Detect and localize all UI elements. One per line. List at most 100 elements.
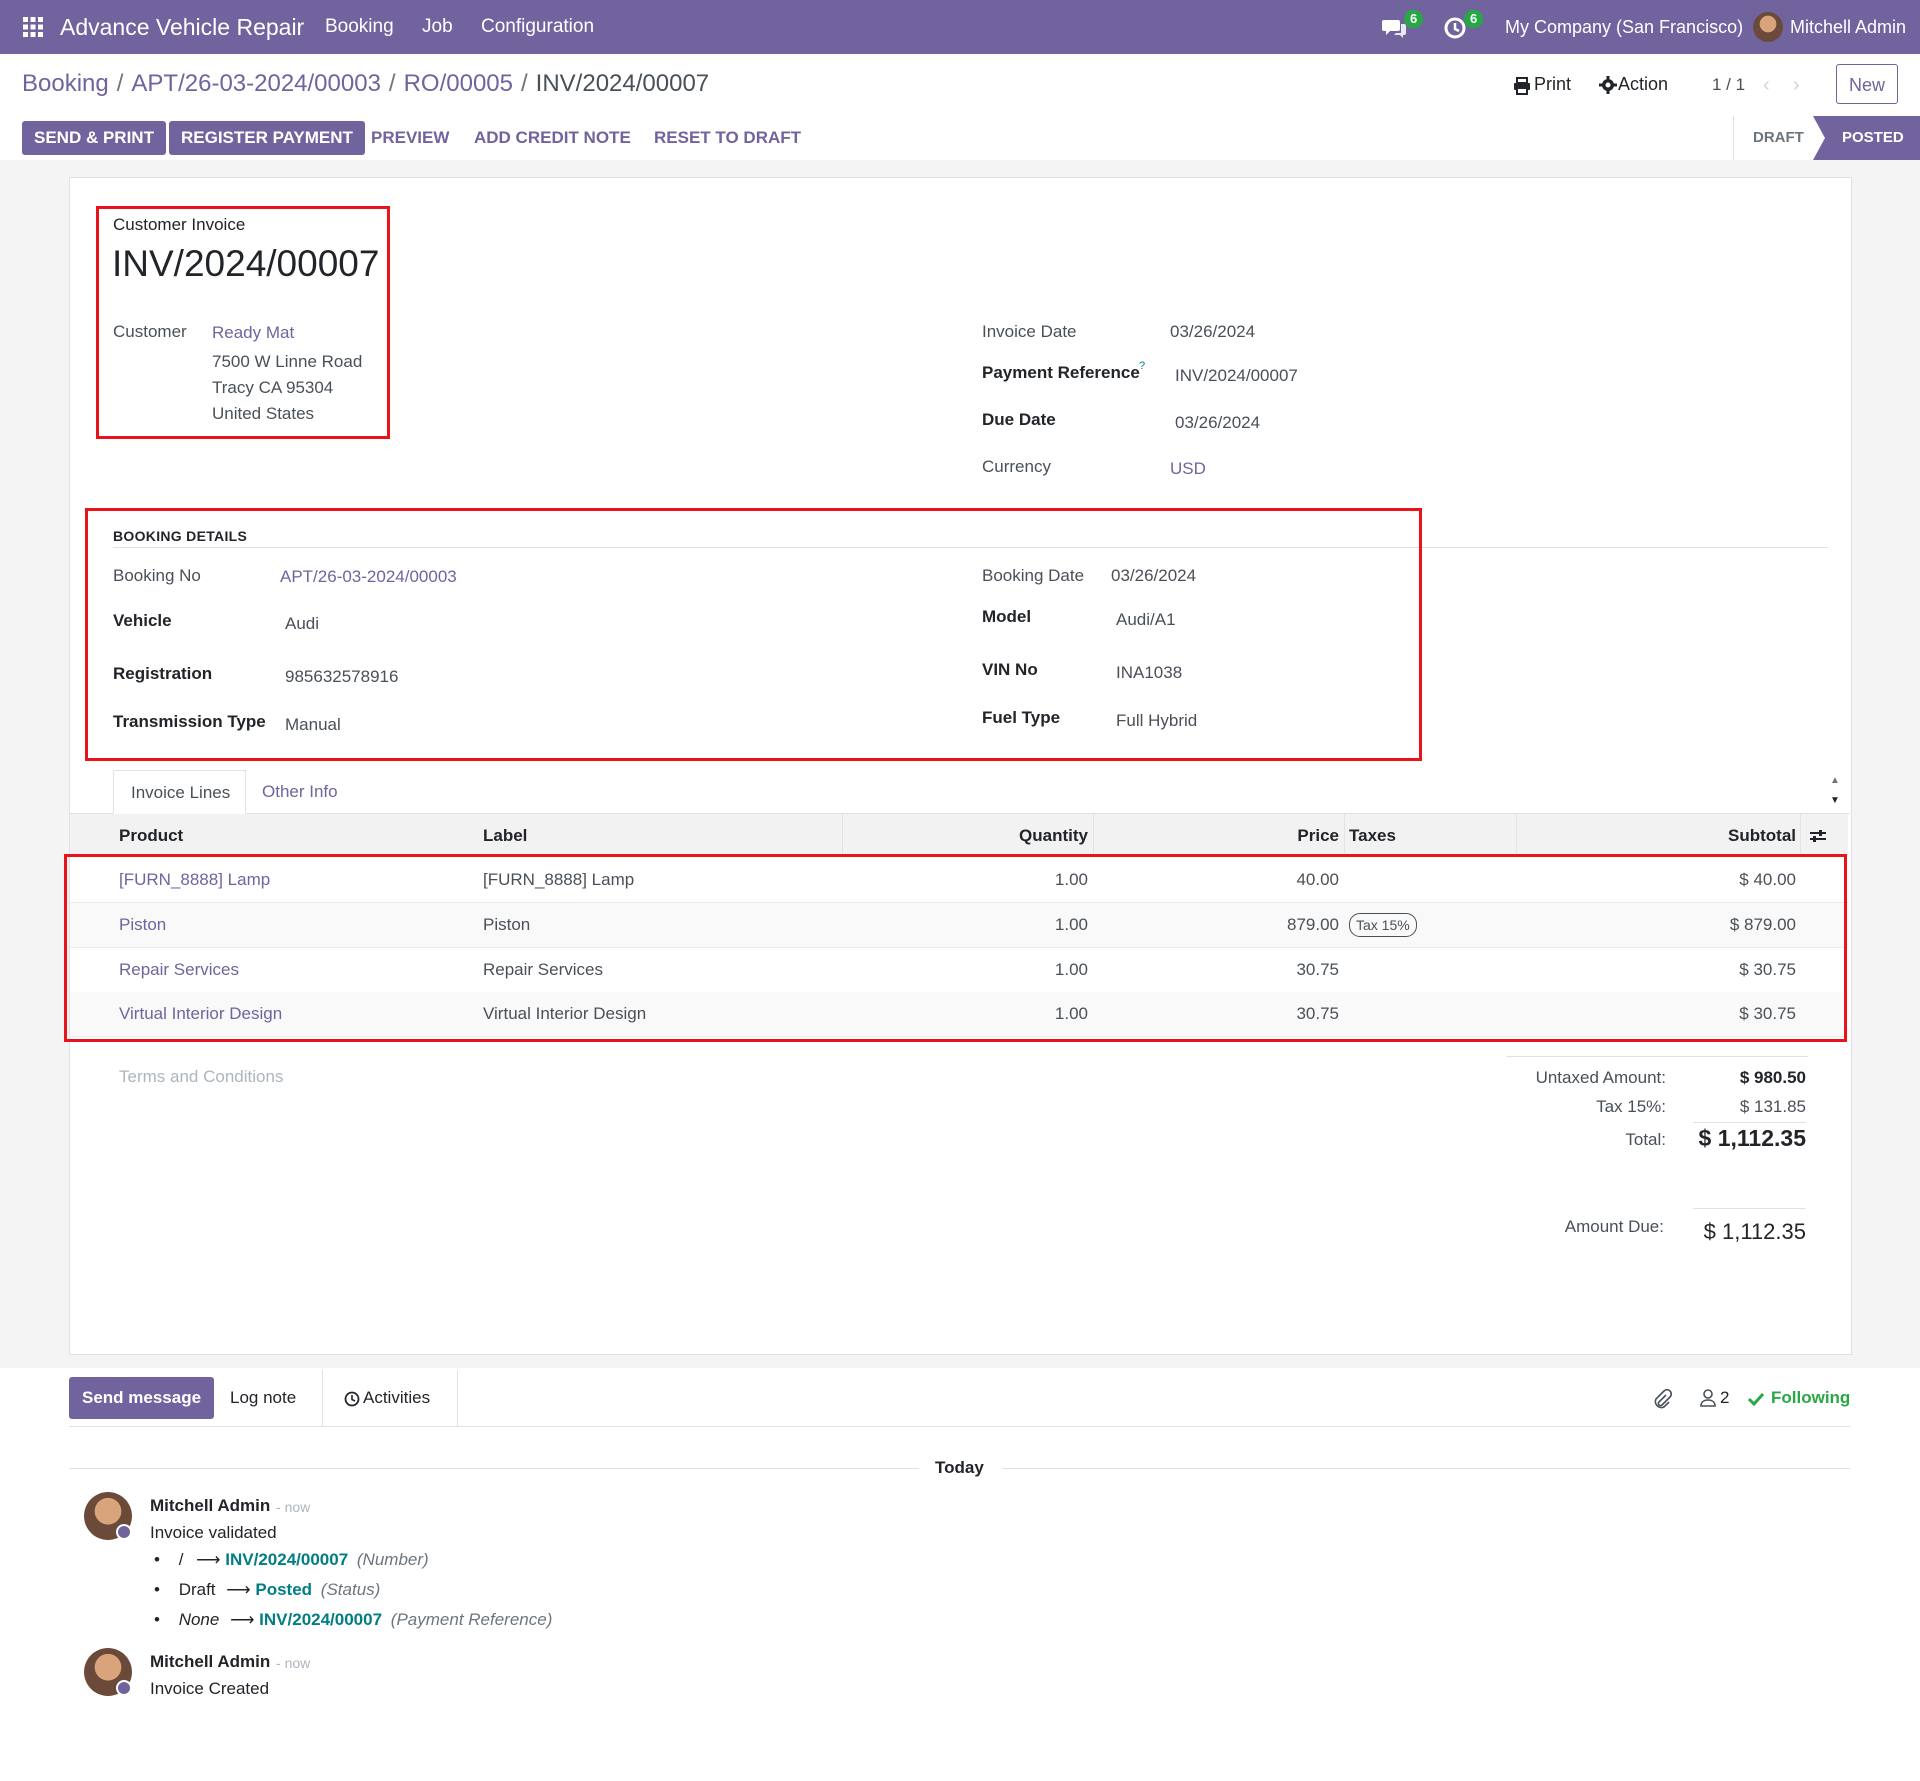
register-payment-button[interactable]: REGISTER PAYMENT	[169, 121, 365, 155]
vin-label: VIN No	[982, 660, 1038, 679]
clock-icon	[344, 1391, 360, 1407]
add-credit-note-button[interactable]: ADD CREDIT NOTE	[474, 128, 631, 147]
untaxed-amount-value: $ 980.50	[1739, 1068, 1806, 1087]
tab-invoice-lines[interactable]: Invoice Lines	[113, 770, 246, 814]
breadcrumb-booking[interactable]: Booking	[22, 70, 109, 97]
currency-label: Currency	[982, 457, 1051, 476]
payment-reference-value[interactable]: INV/2024/00007	[1175, 366, 1298, 385]
user-avatar[interactable]	[1753, 12, 1783, 42]
table-row[interactable]: Repair Services Repair Services 1.00 30.…	[70, 948, 1848, 993]
activities-button[interactable]: Activities	[363, 1388, 431, 1407]
message-author[interactable]: Mitchell Admin	[150, 1652, 271, 1671]
new-button[interactable]: New	[1836, 64, 1898, 104]
optional-columns-icon[interactable]	[1809, 828, 1827, 844]
company-switcher[interactable]: My Company (San Francisco)	[1505, 17, 1744, 37]
row-product[interactable]: [FURN_8888] Lamp	[119, 870, 271, 889]
scroll-down-icon[interactable]: ▼	[1830, 795, 1840, 806]
gear-icon[interactable]	[1599, 76, 1617, 94]
table-row[interactable]: Piston Piston 1.00 879.00 Tax 15% $ 879.…	[70, 903, 1848, 948]
chatter-divider	[457, 1370, 458, 1426]
row-product[interactable]: Piston	[119, 915, 167, 934]
table-row[interactable]: [FURN_8888] Lamp [FURN_8888] Lamp 1.00 4…	[70, 858, 1848, 903]
table-row[interactable]: Virtual Interior Design Virtual Interior…	[70, 992, 1848, 1037]
tracking-new-value[interactable]: INV/2024/00007	[259, 1610, 383, 1629]
row-quantity: 1.00	[1054, 960, 1088, 979]
row-subtotal: $ 30.75	[1739, 1004, 1796, 1023]
message-body: Invoice Created	[150, 1679, 270, 1698]
scroll-up-icon[interactable]: ▲	[1830, 775, 1840, 786]
model-value[interactable]: Audi/A1	[1116, 610, 1176, 629]
print-icon[interactable]	[1513, 77, 1531, 95]
row-product[interactable]: Virtual Interior Design	[119, 1004, 283, 1023]
row-product[interactable]: Repair Services	[119, 960, 239, 979]
app-name[interactable]: Advance Vehicle Repair	[60, 14, 305, 40]
log-note-button[interactable]: Log note	[230, 1388, 297, 1407]
activities-clock-icon[interactable]	[1444, 17, 1466, 39]
customer-address-line2: Tracy CA 95304	[212, 378, 334, 397]
user-menu[interactable]: Mitchell Admin	[1790, 17, 1907, 37]
tracking-old-value: /	[178, 1550, 184, 1569]
col-header-subtotal[interactable]: Subtotal	[1728, 826, 1796, 845]
tracking-old-value: None	[178, 1610, 220, 1629]
paperclip-icon[interactable]	[1652, 1388, 1673, 1409]
customer-label: Customer	[113, 322, 187, 341]
tab-other-info[interactable]: Other Info	[262, 782, 338, 801]
col-header-price[interactable]: Price	[1297, 826, 1339, 845]
tracking-field-name: (Payment Reference)	[390, 1610, 553, 1629]
following-button[interactable]: Following	[1771, 1388, 1851, 1407]
col-header-product[interactable]: Product	[119, 826, 184, 845]
tracking-new-value[interactable]: Posted	[255, 1580, 313, 1599]
reset-to-draft-button[interactable]: RESET TO DRAFT	[654, 128, 802, 147]
preview-button[interactable]: PREVIEW	[371, 128, 450, 147]
action-button[interactable]: Action	[1618, 74, 1669, 94]
booking-no-link[interactable]: APT/26-03-2024/00003	[280, 567, 457, 586]
message-time-value: now	[284, 1499, 311, 1515]
avatar[interactable]	[84, 1648, 132, 1696]
tax-badge[interactable]: Tax 15%	[1349, 913, 1417, 937]
vin-value[interactable]: INA1038	[1116, 663, 1183, 682]
due-date-label: Due Date	[982, 410, 1056, 429]
status-posted[interactable]: POSTED	[1842, 129, 1904, 146]
registration-label: Registration	[113, 664, 213, 683]
customer-link[interactable]: Ready Mat	[212, 323, 295, 342]
row-subtotal: $ 40.00	[1739, 870, 1796, 889]
pager-next-icon[interactable]: ›	[1793, 74, 1800, 96]
send-message-button[interactable]: Send message	[69, 1377, 215, 1419]
invoice-date-value[interactable]: 03/26/2024	[1170, 322, 1256, 341]
tracking-new-value[interactable]: INV/2024/00007	[225, 1550, 349, 1569]
breadcrumb-appointment[interactable]: APT/26-03-2024/00003	[131, 70, 381, 97]
fuel-type-value[interactable]: Full Hybrid	[1116, 711, 1198, 730]
followers-icon[interactable]	[1700, 1389, 1716, 1407]
terms-conditions-field[interactable]: Terms and Conditions	[119, 1067, 284, 1086]
transmission-value[interactable]: Manual	[285, 715, 341, 734]
statusbar: DRAFT POSTED	[1733, 116, 1920, 160]
col-header-quantity[interactable]: Quantity	[1019, 826, 1088, 845]
due-date-value[interactable]: 03/26/2024	[1175, 413, 1261, 432]
check-icon	[1747, 1392, 1765, 1407]
payment-reference-help-icon[interactable]: ?	[1139, 360, 1146, 372]
vehicle-value[interactable]: Audi	[285, 614, 320, 633]
followers-count[interactable]: 2	[1720, 1388, 1730, 1407]
breadcrumb-repair-order[interactable]: RO/00005	[403, 70, 513, 97]
registration-value[interactable]: 985632578916	[285, 667, 399, 686]
menu-configuration[interactable]: Configuration	[481, 16, 595, 37]
send-print-button[interactable]: SEND & PRINT	[22, 121, 166, 155]
avatar[interactable]	[84, 1492, 132, 1540]
booking-date-value[interactable]: 03/26/2024	[1111, 566, 1197, 585]
messages-icon[interactable]	[1382, 17, 1406, 39]
customer-address-line1: 7500 W Linne Road	[212, 352, 363, 371]
pager-prev-icon[interactable]: ‹	[1763, 74, 1770, 96]
today-label: Today	[935, 1458, 984, 1477]
menu-booking[interactable]: Booking	[325, 16, 394, 37]
menu-job[interactable]: Job	[422, 16, 453, 37]
status-draft[interactable]: DRAFT	[1753, 129, 1804, 146]
currency-link[interactable]: USD	[1170, 459, 1206, 478]
pager-value[interactable]: 1 / 1	[1712, 75, 1746, 94]
col-header-label[interactable]: Label	[483, 826, 528, 845]
booking-no-label: Booking No	[113, 566, 201, 585]
apps-menu-icon[interactable]	[23, 17, 43, 37]
message-author[interactable]: Mitchell Admin	[150, 1496, 271, 1515]
total-label: Total:	[1625, 1130, 1666, 1149]
col-header-taxes[interactable]: Taxes	[1349, 826, 1396, 845]
print-button[interactable]: Print	[1534, 74, 1572, 94]
